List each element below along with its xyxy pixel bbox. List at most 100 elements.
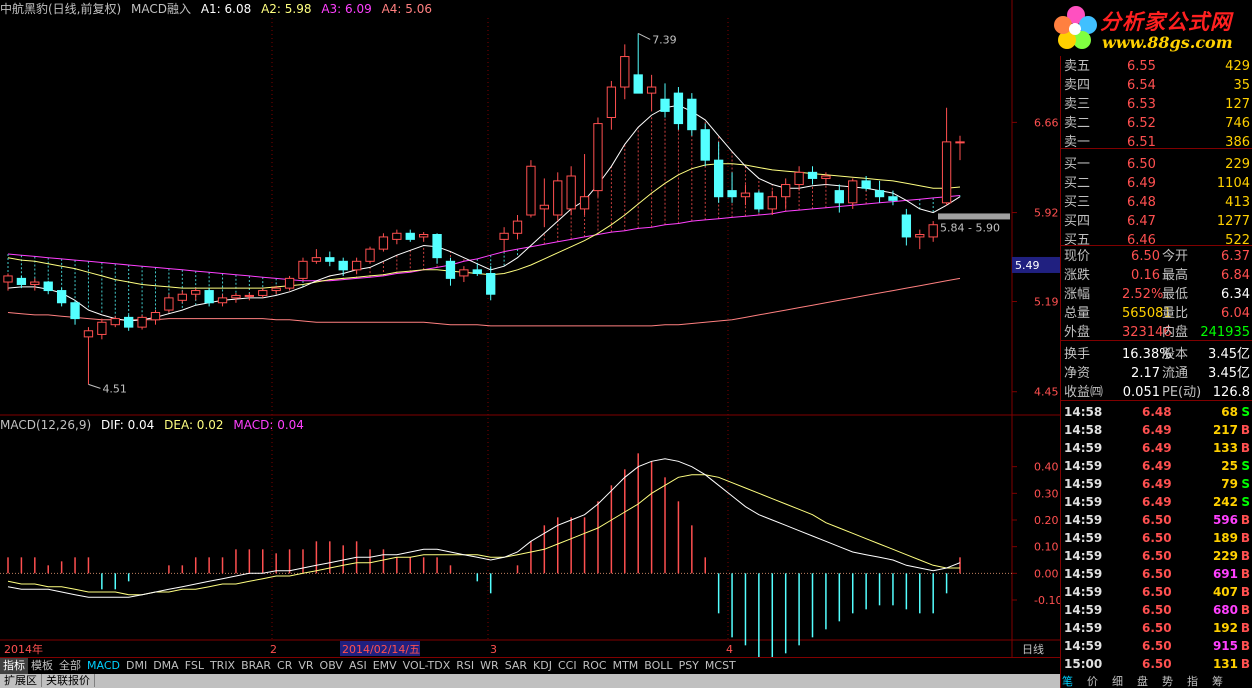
tab-sar[interactable]: SAR — [504, 659, 528, 672]
level-label: 卖一 — [1064, 135, 1091, 150]
right-tab[interactable]: 盘 — [1137, 675, 1148, 688]
level-label: 买二 — [1064, 176, 1091, 191]
candle — [687, 93, 697, 136]
tick-volume: 229 — [1212, 549, 1238, 563]
candle — [298, 257, 308, 281]
right-tab[interactable]: 筹 — [1212, 675, 1223, 688]
current-price-box — [1012, 256, 1060, 273]
tab-asi[interactable]: ASI — [348, 659, 367, 672]
tab-dmi[interactable]: DMI — [125, 659, 148, 672]
tab-emv[interactable]: EMV — [372, 659, 397, 672]
candle-body — [700, 129, 710, 161]
macd-tick-label: 0.10 — [1034, 541, 1059, 554]
indicator-tabs: 指标 模板 全部 MACD DMI DMA FSL TRIX BRAR CR VR OBV ASI EMV… — [0, 657, 1060, 675]
macd-value: MACD: 0.04 — [233, 418, 304, 432]
candle — [606, 80, 617, 130]
candle-body — [727, 190, 737, 198]
candle — [579, 154, 590, 215]
right-tab[interactable]: 细 — [1112, 675, 1123, 688]
stat-key: 换手 — [1064, 347, 1091, 362]
tick-price: 6.49 — [1142, 423, 1172, 437]
tick-side: S — [1241, 477, 1250, 491]
candle — [633, 33, 643, 94]
tab-fsl[interactable]: FSL — [184, 659, 204, 672]
level-price: 6.50 — [1127, 157, 1156, 172]
tab-obv[interactable]: OBV — [319, 659, 343, 672]
tab-rsi[interactable]: RSI — [456, 659, 475, 672]
candle-body — [164, 297, 174, 311]
candle — [419, 232, 429, 242]
candle — [861, 176, 871, 191]
indicator-name: MACD融入 — [131, 2, 191, 16]
candle-body — [311, 257, 322, 262]
stat-value: 2.17 — [1131, 366, 1160, 381]
tab-指标[interactable]: 指标 — [0, 658, 28, 674]
candle — [807, 166, 818, 185]
tab-kdj[interactable]: KDJ — [533, 659, 552, 672]
candle-body — [150, 312, 161, 321]
candle-body — [754, 192, 764, 210]
candle — [124, 314, 134, 331]
tab-wr[interactable]: WR — [480, 659, 499, 672]
right-tab[interactable]: 价 — [1087, 675, 1098, 688]
tab-macd[interactable]: MACD — [87, 659, 120, 672]
right-tab[interactable]: 指 — [1187, 675, 1198, 688]
macd-header: MACD(12,26,9) DIF: 0.04 DEA: 0.02 MACD: … — [0, 416, 310, 434]
tab-vol-tdx[interactable]: VOL-TDX — [402, 659, 451, 672]
stat-row: 涨幅 2.52% 最低 6.34 — [1062, 285, 1252, 304]
high-marker — [637, 32, 651, 40]
candle — [110, 316, 120, 328]
tab-mcst[interactable]: MCST — [704, 659, 736, 672]
tab-trix[interactable]: TRIX — [209, 659, 236, 672]
tab-roc[interactable]: ROC — [582, 659, 607, 672]
tick-row: 14:59 6.50 407 B — [1062, 583, 1252, 601]
tick-side: B — [1240, 585, 1250, 599]
candle-body — [606, 86, 617, 118]
bid-row: 买二 6.49 1104 — [1062, 174, 1252, 193]
right-tab[interactable]: 笔 — [1062, 675, 1073, 688]
tick-volume: 680 — [1212, 603, 1238, 617]
tab-psy[interactable]: PSY — [678, 659, 699, 672]
tab-dma[interactable]: DMA — [153, 659, 179, 672]
tick-volume: 242 — [1212, 495, 1238, 509]
a2-value: A2: 5.98 — [261, 2, 312, 16]
macd-tick-label: 0.00 — [1034, 567, 1059, 580]
candle-body — [351, 260, 362, 271]
tab-全部[interactable]: 全部 — [59, 659, 81, 672]
linked-quote-tab[interactable]: 关联报价 — [42, 674, 95, 687]
tab-cci[interactable]: CCI — [557, 659, 577, 672]
price-tick-label: 5.19 — [1034, 296, 1059, 309]
candle-body — [459, 269, 469, 277]
stat-key: 涨跌 — [1064, 268, 1091, 283]
candle — [16, 275, 27, 289]
candle-body — [325, 257, 335, 262]
tick-time: 14:59 — [1064, 531, 1103, 545]
ext-area-tab[interactable]: 扩展区 — [0, 674, 42, 687]
candle — [794, 166, 804, 191]
right-tab[interactable]: 势 — [1162, 675, 1173, 688]
candle-body — [231, 294, 241, 299]
candle — [781, 178, 791, 209]
logo: 分析家公式网 www.88gs.com — [1050, 0, 1252, 56]
chart-area[interactable]: 6.66 5.92 5.49 5.19 4.45 0.40 0.30 0.20 0.10 0.00… — [0, 0, 1060, 660]
tab-cr[interactable]: CR — [277, 659, 293, 672]
long-ma-line — [7, 163, 961, 289]
tab-mtm[interactable]: MTM — [612, 659, 639, 672]
candle-body — [30, 281, 40, 285]
tab-模板[interactable]: 模板 — [31, 659, 53, 672]
tick-time: 14:59 — [1064, 495, 1103, 509]
candle — [740, 184, 751, 206]
tab-boll[interactable]: BOLL — [644, 659, 673, 672]
candle-body — [874, 190, 885, 198]
candle — [539, 178, 549, 228]
level-price: 6.46 — [1127, 233, 1156, 248]
candle — [713, 141, 724, 203]
tick-volume: 596 — [1212, 513, 1238, 527]
bid-row: 买一 6.50 229 — [1062, 155, 1252, 174]
stat-value: 6.50 — [1131, 249, 1160, 264]
kline-chart[interactable]: 6.66 5.92 5.49 5.19 4.45 0.40 0.30 0.20 0.10 0.00… — [0, 0, 1060, 657]
level-price: 6.51 — [1127, 135, 1156, 150]
level-volume: 386 — [1225, 135, 1250, 150]
tab-vr[interactable]: VR — [298, 659, 314, 672]
tab-brar[interactable]: BRAR — [241, 659, 272, 672]
